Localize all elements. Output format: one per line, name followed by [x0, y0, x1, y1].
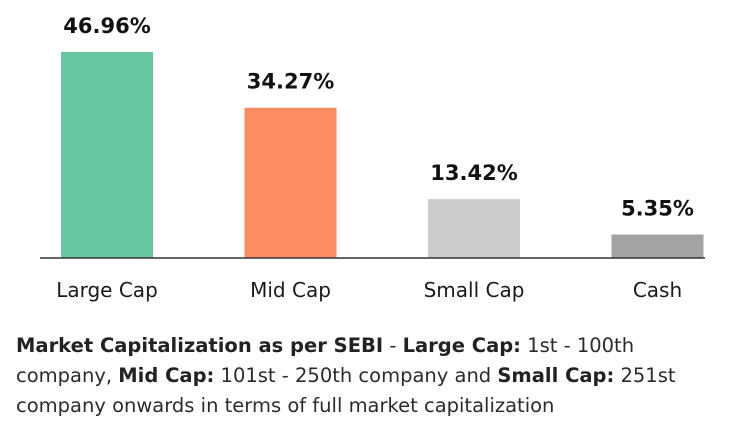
- value-label-small-cap: 13.42%: [430, 161, 517, 185]
- footnote-large-cap-label: Large Cap:: [402, 334, 521, 357]
- value-label-large-cap: 46.96%: [63, 14, 150, 38]
- footnote-mid-cap-label: Mid Cap:: [118, 364, 215, 387]
- value-label-mid-cap: 34.27%: [247, 70, 334, 94]
- value-labels-group: 46.96% 34.27% 13.42% 5.35%: [63, 14, 694, 221]
- category-label-small-cap: Small Cap: [424, 278, 525, 302]
- bar-small-cap: [428, 199, 520, 258]
- bars-group: [61, 52, 704, 258]
- category-label-mid-cap: Mid Cap: [250, 278, 331, 302]
- market-cap-bar-chart: 46.96% 34.27% 13.42% 5.35% Large Cap Mid Cap…: [40, 14, 705, 302]
- footnote-separator: -: [383, 334, 403, 357]
- footnote-small-cap-label: Small Cap:: [497, 364, 615, 387]
- category-label-large-cap: Large Cap: [56, 278, 158, 302]
- footnote-small-cap-range: 251st company onwards in terms of full m…: [16, 364, 676, 417]
- category-labels-group: Large Cap Mid Cap Small Cap Cash: [56, 278, 682, 302]
- category-label-cash: Cash: [633, 278, 682, 302]
- bar-cash: [611, 234, 704, 258]
- bar-large-cap: [61, 52, 153, 258]
- footnote-large-cap-range: 1st - 100th company,: [16, 334, 635, 387]
- footnote-mid-cap-range: 101st - 250th company and: [214, 364, 498, 387]
- value-label-cash: 5.35%: [621, 197, 694, 221]
- footnote: Market Capitalization as per SEBI - Larg…: [16, 331, 728, 421]
- footnote-sebi-heading: Market Capitalization as per SEBI: [16, 334, 384, 357]
- bar-mid-cap: [244, 107, 337, 258]
